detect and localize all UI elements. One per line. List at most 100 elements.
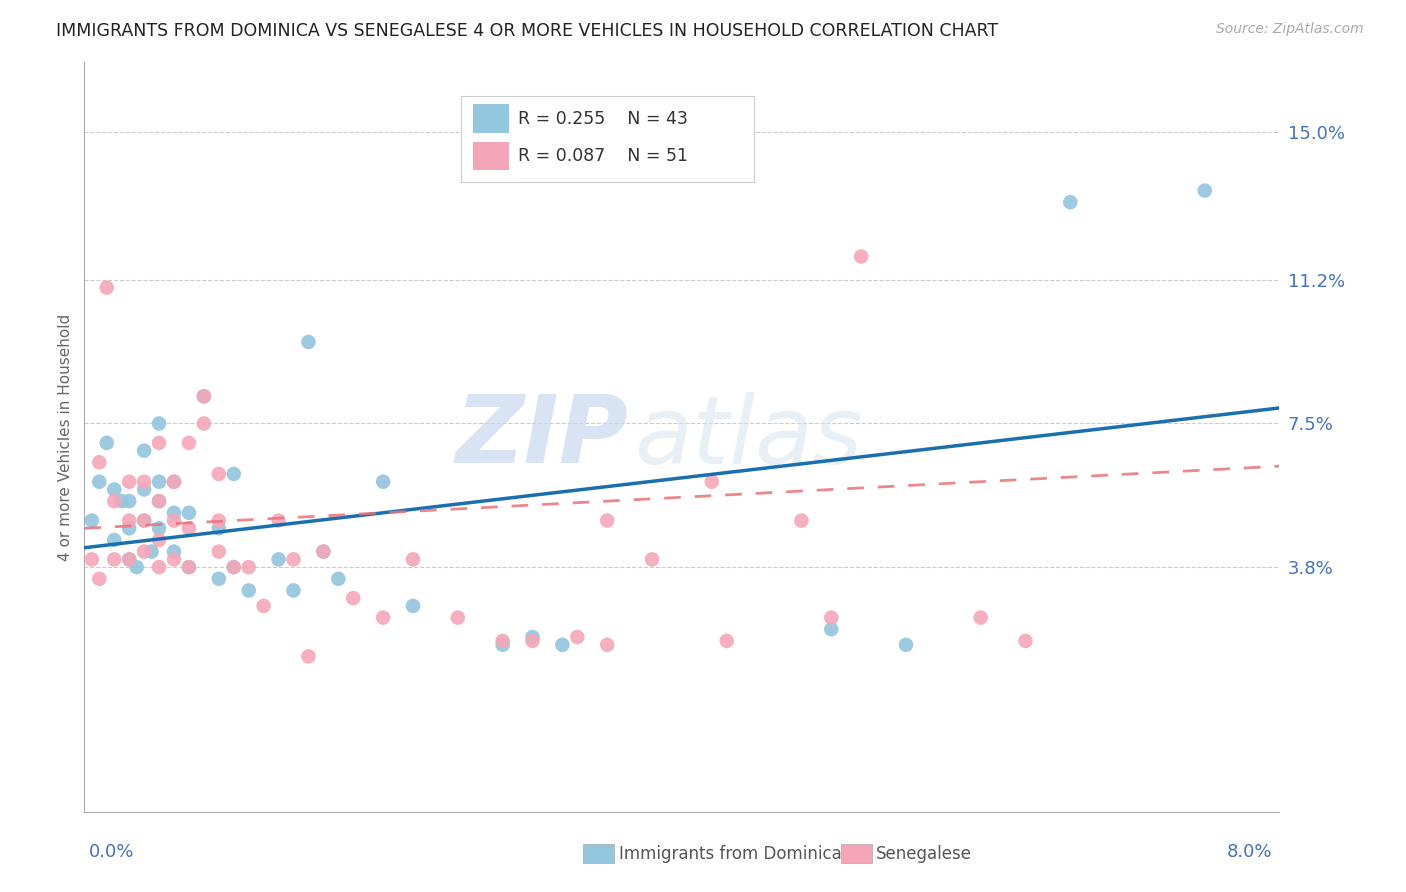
Point [163,544,186,558]
Point [177,436,200,450]
Point [716,633,738,648]
Point [312,544,335,558]
Point [208,544,231,558]
Point [700,475,723,489]
Point [790,514,813,528]
Point [222,467,245,481]
Point [267,514,290,528]
Point [193,389,215,403]
Y-axis label: 4 or more Vehicles in Household: 4 or more Vehicles in Household [58,313,73,561]
Point [402,599,425,613]
Point [970,610,993,624]
Point [118,475,141,489]
Point [118,552,141,566]
Point [596,638,619,652]
Point [208,572,231,586]
Point [567,630,589,644]
Point [148,436,170,450]
Point [80,552,103,566]
Point [163,514,186,528]
Point [80,514,103,528]
Point [1014,633,1036,648]
Text: Immigrants from Dominica: Immigrants from Dominica [619,845,841,863]
Point [148,494,170,508]
Point [163,506,186,520]
Point [103,483,125,497]
Point [132,483,156,497]
Point [1194,184,1216,198]
Text: 0.0%: 0.0% [89,843,134,861]
Point [103,533,125,547]
Point [208,521,231,535]
Point [820,622,842,636]
Point [402,552,425,566]
Point [551,638,574,652]
Point [96,280,118,294]
Point [89,455,111,469]
Point [177,560,200,574]
Point [103,494,125,508]
Point [283,583,305,598]
Point [253,599,276,613]
Point [297,649,319,664]
Point [163,475,186,489]
Point [447,610,470,624]
Point [141,544,163,558]
Point [118,494,141,508]
Text: atlas: atlas [634,392,862,483]
Point [148,494,170,508]
Text: Senegalese: Senegalese [876,845,972,863]
Point [132,514,156,528]
Point [96,436,118,450]
Point [132,475,156,489]
Point [238,583,260,598]
FancyBboxPatch shape [472,142,509,170]
Point [283,552,305,566]
Point [111,494,134,508]
Point [132,544,156,558]
Text: R = 0.087    N = 51: R = 0.087 N = 51 [519,147,688,165]
Point [177,521,200,535]
Point [148,417,170,431]
Point [373,475,395,489]
Text: R = 0.255    N = 43: R = 0.255 N = 43 [519,110,688,128]
Text: 8.0%: 8.0% [1227,843,1272,861]
Point [103,552,125,566]
Point [342,591,364,606]
Point [132,514,156,528]
FancyBboxPatch shape [461,96,754,182]
Text: ZIP: ZIP [456,391,628,483]
Point [208,467,231,481]
Point [118,552,141,566]
Point [222,560,245,574]
Point [193,389,215,403]
Point [851,250,873,264]
Point [148,560,170,574]
Point [148,475,170,489]
Point [1059,195,1081,210]
Point [177,506,200,520]
FancyBboxPatch shape [472,104,509,133]
Point [492,633,515,648]
Point [522,633,544,648]
Point [641,552,664,566]
Text: IMMIGRANTS FROM DOMINICA VS SENEGALESE 4 OR MORE VEHICLES IN HOUSEHOLD CORRELATI: IMMIGRANTS FROM DOMINICA VS SENEGALESE 4… [56,22,998,40]
Point [820,610,842,624]
Point [312,544,335,558]
Point [328,572,350,586]
Point [118,521,141,535]
Point [373,610,395,624]
Point [148,521,170,535]
Text: Source: ZipAtlas.com: Source: ZipAtlas.com [1216,22,1364,37]
Point [118,514,141,528]
Point [163,552,186,566]
Point [89,475,111,489]
Point [148,533,170,547]
Point [238,560,260,574]
Point [89,572,111,586]
Point [125,560,148,574]
Point [222,560,245,574]
Point [596,514,619,528]
Point [522,630,544,644]
Point [208,514,231,528]
